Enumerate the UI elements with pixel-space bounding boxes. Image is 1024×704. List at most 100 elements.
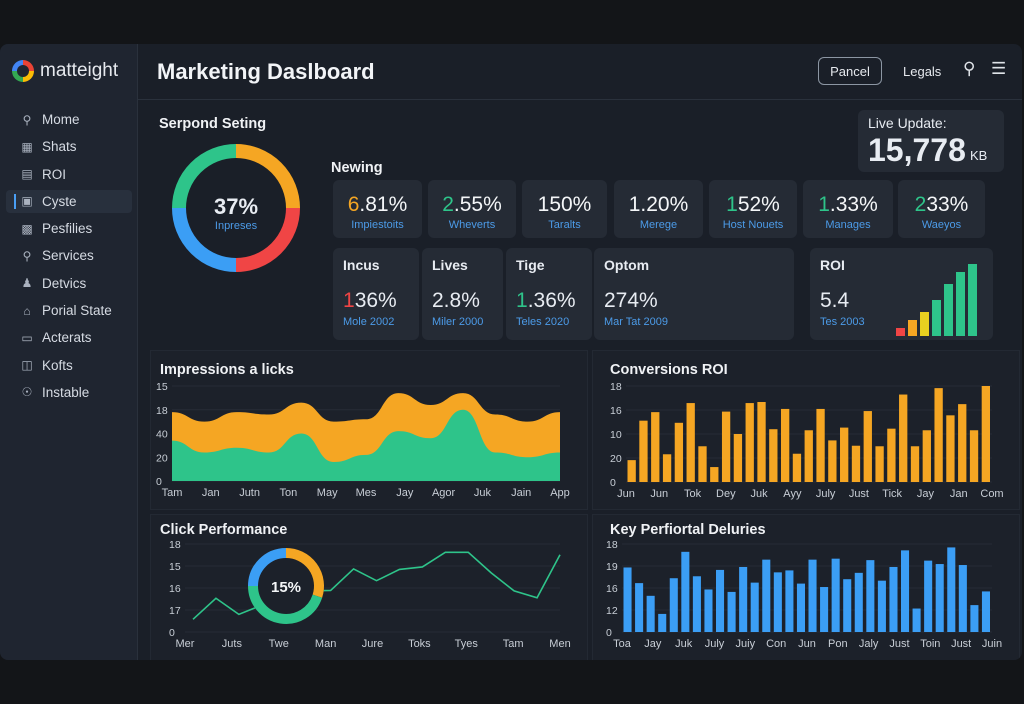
- y-tick-label: 20: [156, 452, 168, 464]
- kpi-value: 150%: [537, 193, 592, 216]
- sidebar-nav: ⚲ Mome ▦ Shats ▤ ROI ▣ Cyste ▩ Pesfilies ⚲ Services…: [6, 108, 132, 408]
- x-tick-label: Man: [315, 638, 336, 650]
- kpi-value-lead: 1: [818, 193, 830, 216]
- roi-bar: [968, 264, 977, 336]
- click-panel: [150, 514, 588, 660]
- logo-icon: [12, 60, 34, 82]
- kpi-label: Manages: [825, 219, 871, 231]
- bar: [698, 446, 707, 482]
- kpi-card[interactable]: 1.33% Manages: [803, 180, 893, 238]
- y-tick-label: 0: [169, 627, 175, 639]
- bar: [969, 430, 979, 482]
- stat-card[interactable]: Optom 274% Mar Tat 2009: [594, 248, 794, 340]
- sidebar-item-label: Detvics: [42, 275, 87, 291]
- stat-card[interactable]: Lives 2.8% Miler 2000: [422, 248, 503, 340]
- stat-value-lead: 1: [343, 289, 355, 312]
- area-series: [172, 409, 560, 481]
- bar: [727, 591, 736, 632]
- brand-logo[interactable]: matteight: [12, 60, 118, 82]
- sidebar-item-roi[interactable]: ▤ ROI: [6, 163, 132, 186]
- kpi-card[interactable]: 233% Waeyos: [898, 180, 985, 238]
- sidebar-item-instable[interactable]: ☉ Instable: [6, 381, 132, 404]
- kpi-card[interactable]: 152% Host Nouets: [709, 180, 797, 238]
- bar: [704, 589, 713, 632]
- stat-value-lead: 1: [516, 289, 528, 312]
- chart-icon: ▤: [21, 167, 33, 182]
- monitor-icon: ▭: [21, 330, 33, 345]
- stat-card[interactable]: Incus 136% Mole 2002: [333, 248, 419, 340]
- kpi-label: Waeyos: [921, 219, 962, 231]
- live-value: 15,778: [868, 132, 966, 168]
- bar: [651, 412, 660, 482]
- roi-bar: [908, 320, 917, 336]
- x-tick-label: Pon: [828, 638, 848, 650]
- bar: [958, 565, 967, 632]
- bar: [935, 564, 944, 632]
- sidebar-item-kofts[interactable]: ◫ Kofts: [6, 354, 132, 377]
- bar: [745, 403, 754, 482]
- menu-icon[interactable]: ☰: [991, 59, 1007, 78]
- search-icon[interactable]: ⚲: [963, 59, 976, 78]
- conversions-title: Conversions ROI: [610, 362, 728, 378]
- y-tick-label: 0: [610, 477, 616, 489]
- x-tick-label: Jure: [362, 638, 383, 650]
- sidebar-item-label: Pesfilies: [42, 221, 93, 237]
- x-tick-label: Dey: [716, 488, 736, 500]
- x-tick-label: Jain: [511, 487, 531, 499]
- bar: [646, 595, 655, 632]
- sidebar-item-acterats[interactable]: ▭ Acterats: [6, 326, 132, 349]
- stat-sub: Teles 2020: [516, 316, 570, 328]
- stat-sub: Mole 2002: [343, 316, 395, 328]
- grid-icon: ▩: [21, 221, 33, 236]
- y-tick-label: 19: [606, 561, 618, 573]
- sidebar-item-label: ROI: [42, 166, 67, 182]
- donut-label: Inpreses: [214, 220, 258, 232]
- stat-value: .36%: [527, 289, 576, 312]
- sidebar-item-pesfilies[interactable]: ▩ Pesfilies: [6, 217, 132, 240]
- legals-link[interactable]: Legals: [903, 64, 942, 79]
- bar: [922, 430, 931, 482]
- bar: [757, 402, 766, 482]
- sidebar-item-services[interactable]: ⚲ Services: [6, 244, 132, 267]
- kpi-card[interactable]: 150% Taralts: [522, 180, 607, 238]
- bar: [831, 558, 840, 632]
- kpi-card[interactable]: 1.20% Merege: [614, 180, 703, 238]
- y-tick-label: 12: [606, 605, 618, 617]
- kpi-label: Taralts: [548, 219, 581, 231]
- roi-bar: [896, 328, 905, 336]
- x-tick-label: Juiy: [736, 638, 756, 650]
- pancel-button[interactable]: Pancel: [818, 57, 882, 85]
- roi-bar: [932, 300, 941, 336]
- inset-donut: 15%: [248, 548, 324, 624]
- kpi-value: .33%: [829, 193, 878, 216]
- sidebar-item-shats[interactable]: ▦ Shats: [6, 135, 132, 158]
- inset-donut-segment: [248, 585, 323, 624]
- x-tick-label: Jun: [650, 488, 668, 500]
- sidebar-item-porial-state[interactable]: ⌂ Porial State: [6, 299, 132, 322]
- bar: [733, 434, 743, 482]
- x-tick-label: Con: [766, 638, 786, 650]
- bar: [750, 582, 759, 632]
- sidebar-item-cyste[interactable]: ▣ Cyste: [6, 189, 132, 213]
- bar: [762, 559, 771, 632]
- sidebar-item-mome[interactable]: ⚲ Mome: [6, 108, 132, 131]
- stat-card[interactable]: Tige 1.36% Teles 2020: [506, 248, 592, 340]
- kpi-card[interactable]: 6.81% Impiestoits: [333, 180, 422, 238]
- bar: [899, 394, 908, 482]
- bar: [692, 576, 701, 632]
- bar: [854, 572, 863, 632]
- donut-value: 37%: [213, 194, 259, 219]
- roi-bar: [956, 272, 965, 336]
- bar: [639, 420, 648, 482]
- roi-sub: Tes 2003: [820, 316, 865, 328]
- bar: [981, 386, 990, 482]
- x-tick-label: Tick: [882, 488, 902, 500]
- x-tick-label: Jan: [202, 487, 220, 499]
- bar: [635, 583, 644, 632]
- kpi-card[interactable]: 2.55% Wheverts: [428, 180, 516, 238]
- roi-card: ROI 5.4 Tes 2003: [810, 248, 993, 340]
- x-tick-label: Mes: [356, 487, 377, 499]
- kpi-value: 52%: [737, 193, 780, 216]
- sidebar-item-detvics[interactable]: ♟ Detvics: [6, 272, 132, 295]
- bar: [716, 569, 725, 632]
